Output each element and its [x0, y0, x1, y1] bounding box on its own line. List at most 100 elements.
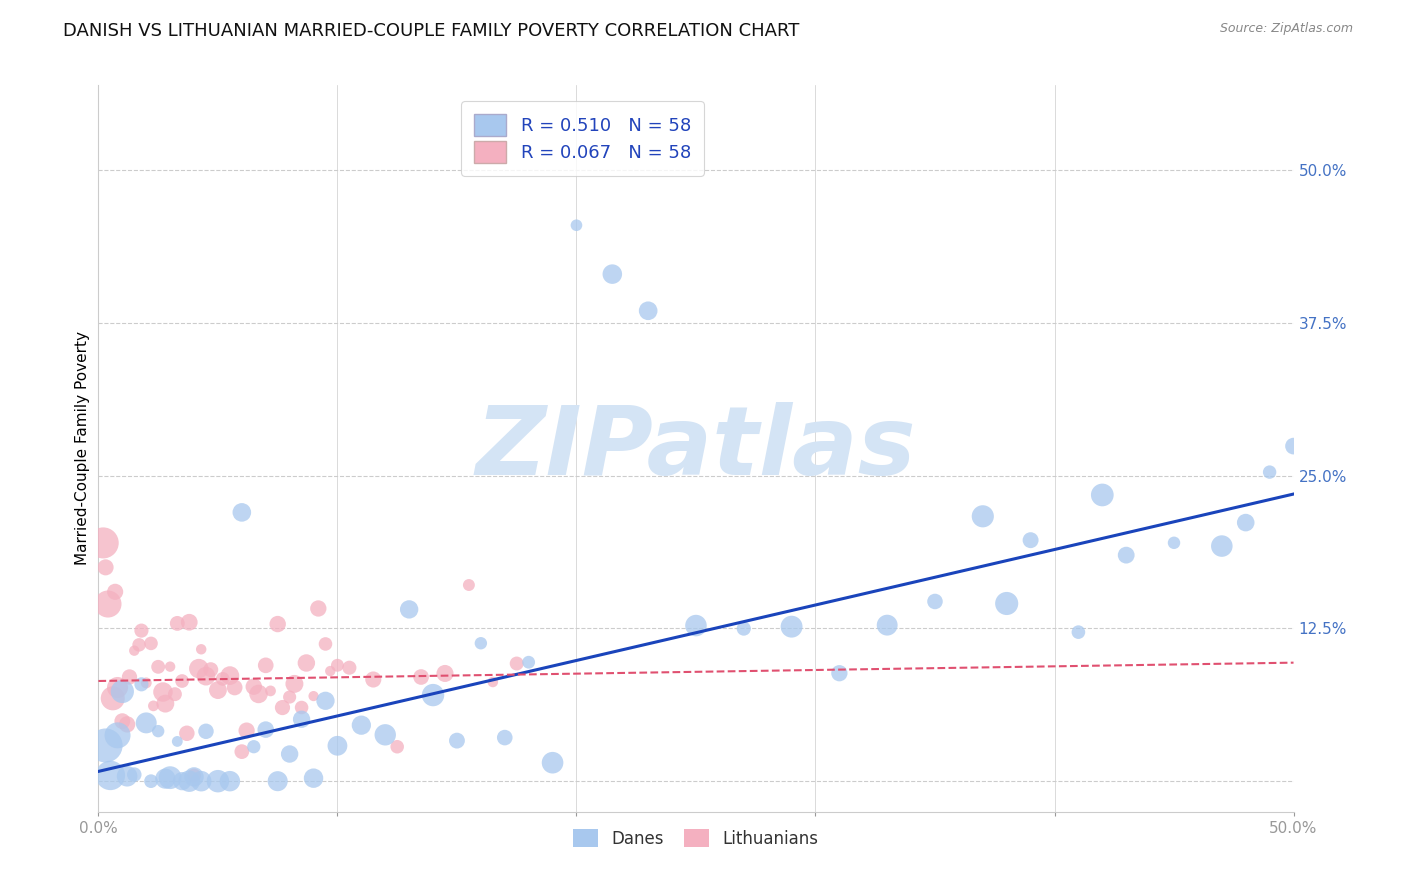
Point — [924, 594, 946, 608]
Point — [506, 657, 529, 671]
Point — [163, 687, 186, 701]
Text: Source: ZipAtlas.com: Source: ZipAtlas.com — [1219, 22, 1353, 36]
Point — [235, 723, 257, 738]
Point — [124, 767, 146, 781]
Y-axis label: Married-Couple Family Poverty: Married-Couple Family Poverty — [75, 331, 90, 566]
Point — [166, 734, 188, 748]
Point — [602, 267, 624, 281]
Point — [339, 661, 361, 675]
Point — [148, 724, 170, 739]
Point — [139, 774, 162, 789]
Point — [179, 774, 201, 789]
Point — [302, 689, 325, 703]
Point — [1067, 625, 1090, 640]
Point — [326, 739, 349, 753]
Point — [972, 509, 994, 524]
Point — [131, 677, 153, 691]
Point — [267, 617, 290, 632]
Point — [278, 747, 301, 761]
Point — [195, 669, 218, 683]
Point — [1258, 465, 1281, 479]
Point — [219, 668, 242, 682]
Point — [219, 774, 242, 789]
Point — [565, 219, 588, 233]
Point — [139, 636, 162, 650]
Text: DANISH VS LITHUANIAN MARRIED-COUPLE FAMILY POVERTY CORRELATION CHART: DANISH VS LITHUANIAN MARRIED-COUPLE FAMI… — [63, 22, 800, 40]
Point — [637, 303, 659, 318]
Point — [291, 712, 314, 726]
Point — [152, 685, 174, 699]
Point — [254, 723, 277, 737]
Point — [828, 666, 851, 681]
Point — [363, 673, 385, 687]
Point — [278, 690, 301, 704]
Point — [254, 658, 277, 673]
Point — [107, 728, 129, 742]
Point — [115, 769, 138, 783]
Point — [1282, 439, 1305, 453]
Point — [481, 675, 505, 690]
Point — [111, 684, 134, 698]
Point — [124, 643, 146, 657]
Point — [111, 714, 134, 728]
Point — [291, 700, 314, 714]
Point — [243, 680, 266, 694]
Point — [385, 739, 409, 754]
Point — [190, 774, 212, 789]
Point — [195, 724, 218, 739]
Point — [207, 774, 229, 789]
Point — [283, 677, 305, 691]
Point — [172, 774, 194, 789]
Point — [733, 622, 755, 636]
Point — [995, 597, 1018, 611]
Point — [315, 694, 337, 708]
Point — [231, 505, 253, 519]
Point — [107, 681, 129, 695]
Point — [179, 615, 201, 630]
Point — [159, 771, 181, 785]
Point — [295, 656, 318, 670]
Point — [302, 771, 325, 785]
Legend: Danes, Lithuanians: Danes, Lithuanians — [567, 822, 825, 855]
Point — [131, 624, 153, 638]
Point — [307, 601, 329, 615]
Point — [190, 642, 212, 657]
Point — [243, 739, 266, 754]
Point — [780, 620, 803, 634]
Point — [183, 768, 205, 782]
Point — [267, 774, 290, 789]
Point — [172, 673, 194, 688]
Point — [207, 683, 229, 698]
Point — [517, 655, 540, 669]
Point — [685, 618, 707, 632]
Point — [128, 638, 150, 652]
Point — [224, 681, 246, 695]
Point — [155, 697, 177, 711]
Point — [200, 663, 222, 677]
Point — [350, 718, 373, 732]
Point — [876, 618, 898, 632]
Point — [118, 670, 141, 684]
Point — [1234, 516, 1257, 530]
Point — [315, 637, 337, 651]
Point — [541, 756, 564, 770]
Point — [434, 666, 457, 681]
Point — [446, 733, 468, 747]
Point — [94, 560, 117, 574]
Point — [1019, 533, 1042, 548]
Point — [1091, 488, 1114, 502]
Point — [211, 672, 233, 686]
Point — [319, 664, 342, 678]
Point — [470, 636, 492, 650]
Point — [104, 584, 127, 599]
Point — [187, 662, 209, 676]
Point — [94, 739, 117, 753]
Point — [135, 676, 157, 690]
Point — [422, 688, 444, 702]
Point — [398, 602, 420, 616]
Point — [1211, 539, 1233, 553]
Point — [159, 659, 181, 673]
Point — [142, 698, 165, 713]
Point — [494, 731, 516, 745]
Point — [91, 536, 114, 550]
